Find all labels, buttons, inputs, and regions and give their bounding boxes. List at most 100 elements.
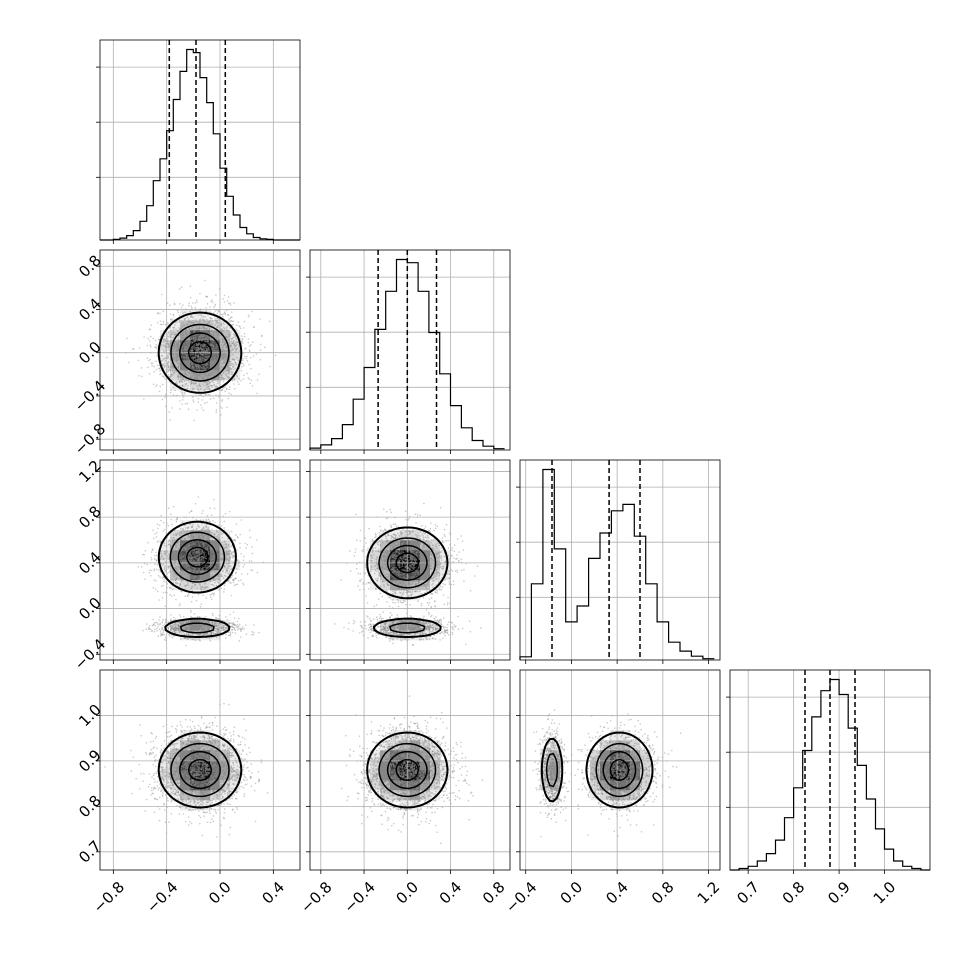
- hist2d-cell: [420, 750, 431, 761]
- scatter-point: [190, 354, 192, 356]
- scatter-point: [170, 334, 172, 336]
- scatter-point: [208, 529, 210, 531]
- scatter-point: [159, 385, 162, 388]
- hist2d-cell: [180, 760, 191, 771]
- scatter-point: [250, 379, 253, 382]
- hist2d-cell: [170, 560, 181, 571]
- scatter-point: [189, 343, 191, 345]
- scatter-point: [239, 542, 241, 544]
- scatter-point: [215, 335, 217, 337]
- scatter-point: [169, 419, 171, 421]
- scatter-point: [178, 381, 181, 383]
- scatter-point: [195, 353, 197, 356]
- scatter-point: [213, 342, 216, 344]
- scatter-point: [182, 528, 184, 530]
- scatter-point: [212, 333, 214, 336]
- scatter-point: [194, 579, 197, 581]
- hist2d-cell: [370, 560, 381, 571]
- scatter-point: [180, 366, 182, 368]
- scatter-point: [211, 299, 213, 301]
- scatter-point: [155, 368, 158, 371]
- scatter-point: [178, 544, 180, 546]
- scatter-point: [188, 381, 190, 383]
- scatter-point: [192, 337, 195, 339]
- hist2d-cell: [230, 760, 241, 771]
- scatter-point: [228, 373, 231, 375]
- scatter-point: [213, 594, 215, 596]
- scatter-point: [192, 341, 194, 344]
- scatter-point: [199, 358, 201, 361]
- scatter-point: [245, 347, 247, 350]
- scatter-point: [154, 628, 156, 631]
- hist2d-cell: [390, 790, 401, 801]
- scatter-point: [252, 355, 255, 357]
- scatter-point: [244, 624, 247, 626]
- scatter-point: [196, 301, 198, 304]
- hist2d-cell: [210, 380, 221, 391]
- scatter-point: [182, 621, 185, 624]
- scatter-point: [201, 512, 203, 515]
- scatter-point: [202, 357, 205, 359]
- scatter-point: [229, 331, 232, 334]
- scatter-point: [180, 380, 182, 383]
- scatter-point: [180, 370, 182, 373]
- scatter-point: [208, 637, 211, 640]
- scatter-point: [215, 636, 218, 639]
- scatter-point: [264, 346, 266, 349]
- hist2d-cell: [190, 570, 201, 581]
- scatter-point: [217, 350, 219, 352]
- scatter-point: [243, 364, 245, 367]
- scatter-point: [228, 550, 230, 552]
- scatter-point: [212, 372, 215, 374]
- hist2d-cell: [600, 760, 611, 771]
- scatter-point: [201, 344, 204, 347]
- scatter-point: [207, 540, 210, 542]
- scatter-point: [161, 555, 163, 558]
- scatter-point: [227, 296, 230, 298]
- scatter-point: [222, 380, 225, 383]
- hist2d-cell: [390, 770, 401, 781]
- scatter-point: [188, 371, 190, 374]
- scatter-point: [180, 336, 182, 339]
- scatter-point: [184, 403, 187, 405]
- hist2d-cell: [550, 760, 561, 771]
- hist2d-cell: [200, 530, 211, 541]
- scatter-point: [220, 325, 223, 328]
- scatter-point: [231, 631, 234, 634]
- scatter-point: [181, 325, 184, 328]
- scatter-point: [182, 356, 184, 358]
- scatter-point: [150, 630, 153, 632]
- scatter-point: [238, 383, 240, 386]
- scatter-point: [207, 331, 209, 333]
- scatter-point: [238, 377, 240, 380]
- scatter-point: [220, 374, 222, 377]
- hist2d-cell: [620, 800, 631, 811]
- scatter-point: [170, 389, 172, 392]
- scatter-point: [204, 546, 207, 549]
- scatter-point: [200, 407, 203, 409]
- scatter-point: [185, 539, 187, 542]
- scatter-point: [164, 528, 166, 531]
- hist2d-cells: [370, 530, 451, 641]
- hist2d-cell: [410, 730, 421, 741]
- scatter-point: [200, 366, 203, 369]
- scatter-point: [209, 398, 212, 400]
- scatter-point: [259, 318, 261, 320]
- scatter-point: [223, 585, 226, 587]
- scatter-point: [185, 383, 187, 386]
- scatter-point: [195, 344, 198, 346]
- scatter-point: [221, 366, 223, 368]
- hist2d-cell: [390, 590, 401, 601]
- scatter-point: [218, 369, 220, 372]
- scatter-point: [171, 539, 174, 542]
- scatter-point: [184, 323, 187, 326]
- hist2d-cell: [220, 560, 231, 571]
- scatter-point: [177, 311, 180, 314]
- hist2d-cell: [200, 730, 211, 741]
- scatter-point: [227, 634, 230, 637]
- scatter-point: [180, 375, 182, 378]
- scatter-point: [248, 345, 251, 348]
- scatter-point: [204, 583, 206, 585]
- hist2d-cell: [180, 580, 191, 591]
- scatter-point: [143, 398, 145, 400]
